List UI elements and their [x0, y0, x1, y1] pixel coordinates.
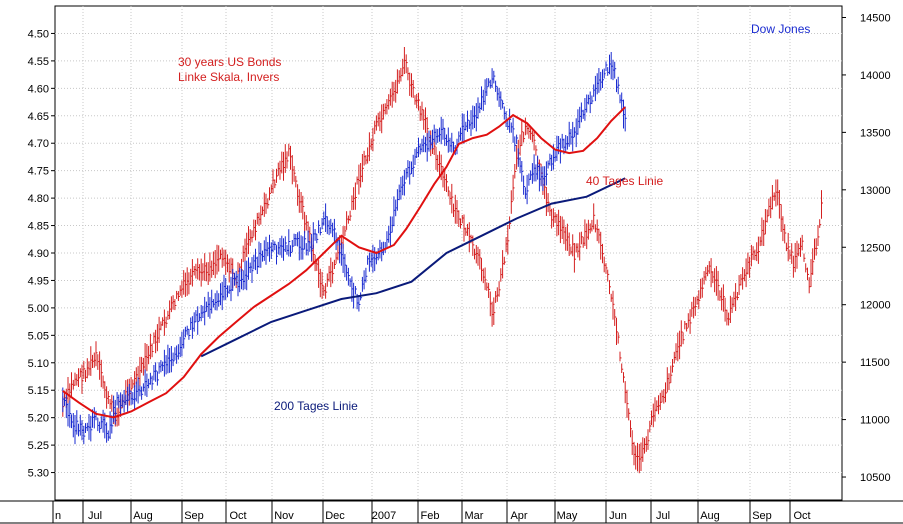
x-tick-label: Oct — [793, 510, 810, 522]
x-tick-label: n — [55, 510, 61, 522]
right-tick-label: 10500 — [860, 472, 891, 484]
right-tick-label: 11000 — [860, 415, 890, 427]
left-tick-label: 5.00 — [28, 303, 49, 315]
ma200-line — [200, 177, 626, 358]
x-tick-label: Jun — [609, 510, 627, 522]
bonds-label-line2: Linke Skala, Invers — [178, 70, 279, 84]
left-tick-label: 5.05 — [28, 330, 49, 342]
left-tick-label: 4.75 — [28, 166, 49, 178]
right-tick-label: 14500 — [860, 12, 891, 24]
left-tick-label: 4.95 — [28, 275, 49, 287]
left-tick-label: 5.10 — [28, 358, 49, 370]
ma40-line — [62, 106, 626, 419]
ma40-label: 40 Tages Linie — [586, 174, 664, 188]
right-tick-label: 11500 — [860, 357, 890, 369]
x-tick-label: Feb — [421, 510, 440, 522]
x-tick-label: May — [557, 510, 578, 522]
x-tick-label: Jul — [656, 510, 670, 522]
left-tick-label: 5.15 — [28, 385, 49, 397]
left-tick-label: 5.20 — [28, 413, 49, 425]
left-tick-label: 4.55 — [28, 56, 49, 68]
left-tick-label: 4.70 — [28, 138, 49, 150]
x-tick-label: Sep — [184, 510, 204, 522]
left-tick-label: 5.30 — [28, 468, 49, 480]
right-tick-label: 13000 — [860, 185, 891, 197]
dow-label: Dow Jones — [751, 22, 810, 36]
ma200-label: 200 Tages Linie — [274, 399, 358, 413]
x-tick-label: Sep — [752, 510, 772, 522]
x-tick-label: Aug — [133, 510, 153, 522]
left-tick-label: 4.60 — [28, 83, 49, 95]
x-tick-label: Mar — [465, 510, 484, 522]
right-tick-label: 12500 — [860, 242, 891, 254]
dow-bars — [62, 52, 627, 445]
left-tick-label: 4.65 — [28, 111, 49, 123]
x-tick-label: Aug — [700, 510, 720, 522]
left-tick-label: 4.80 — [28, 193, 49, 205]
right-tick-label: 14000 — [860, 70, 891, 82]
right-tick-label: 12000 — [860, 300, 891, 312]
x-tick-label: Oct — [229, 510, 246, 522]
x-tick-label: Dec — [325, 510, 345, 522]
left-tick-label: 4.90 — [28, 248, 49, 260]
left-tick-label: 5.25 — [28, 440, 49, 452]
x-tick-label: Apr — [510, 510, 527, 522]
right-tick-label: 13500 — [860, 127, 891, 139]
bonds-label-line1: 30 years US Bonds — [178, 55, 281, 69]
x-tick-label: 2007 — [372, 510, 396, 522]
x-tick-label: Nov — [274, 510, 294, 522]
left-tick-label: 4.50 — [28, 28, 49, 40]
x-tick-label: Jul — [88, 510, 102, 522]
left-tick-label: 4.85 — [28, 221, 49, 233]
